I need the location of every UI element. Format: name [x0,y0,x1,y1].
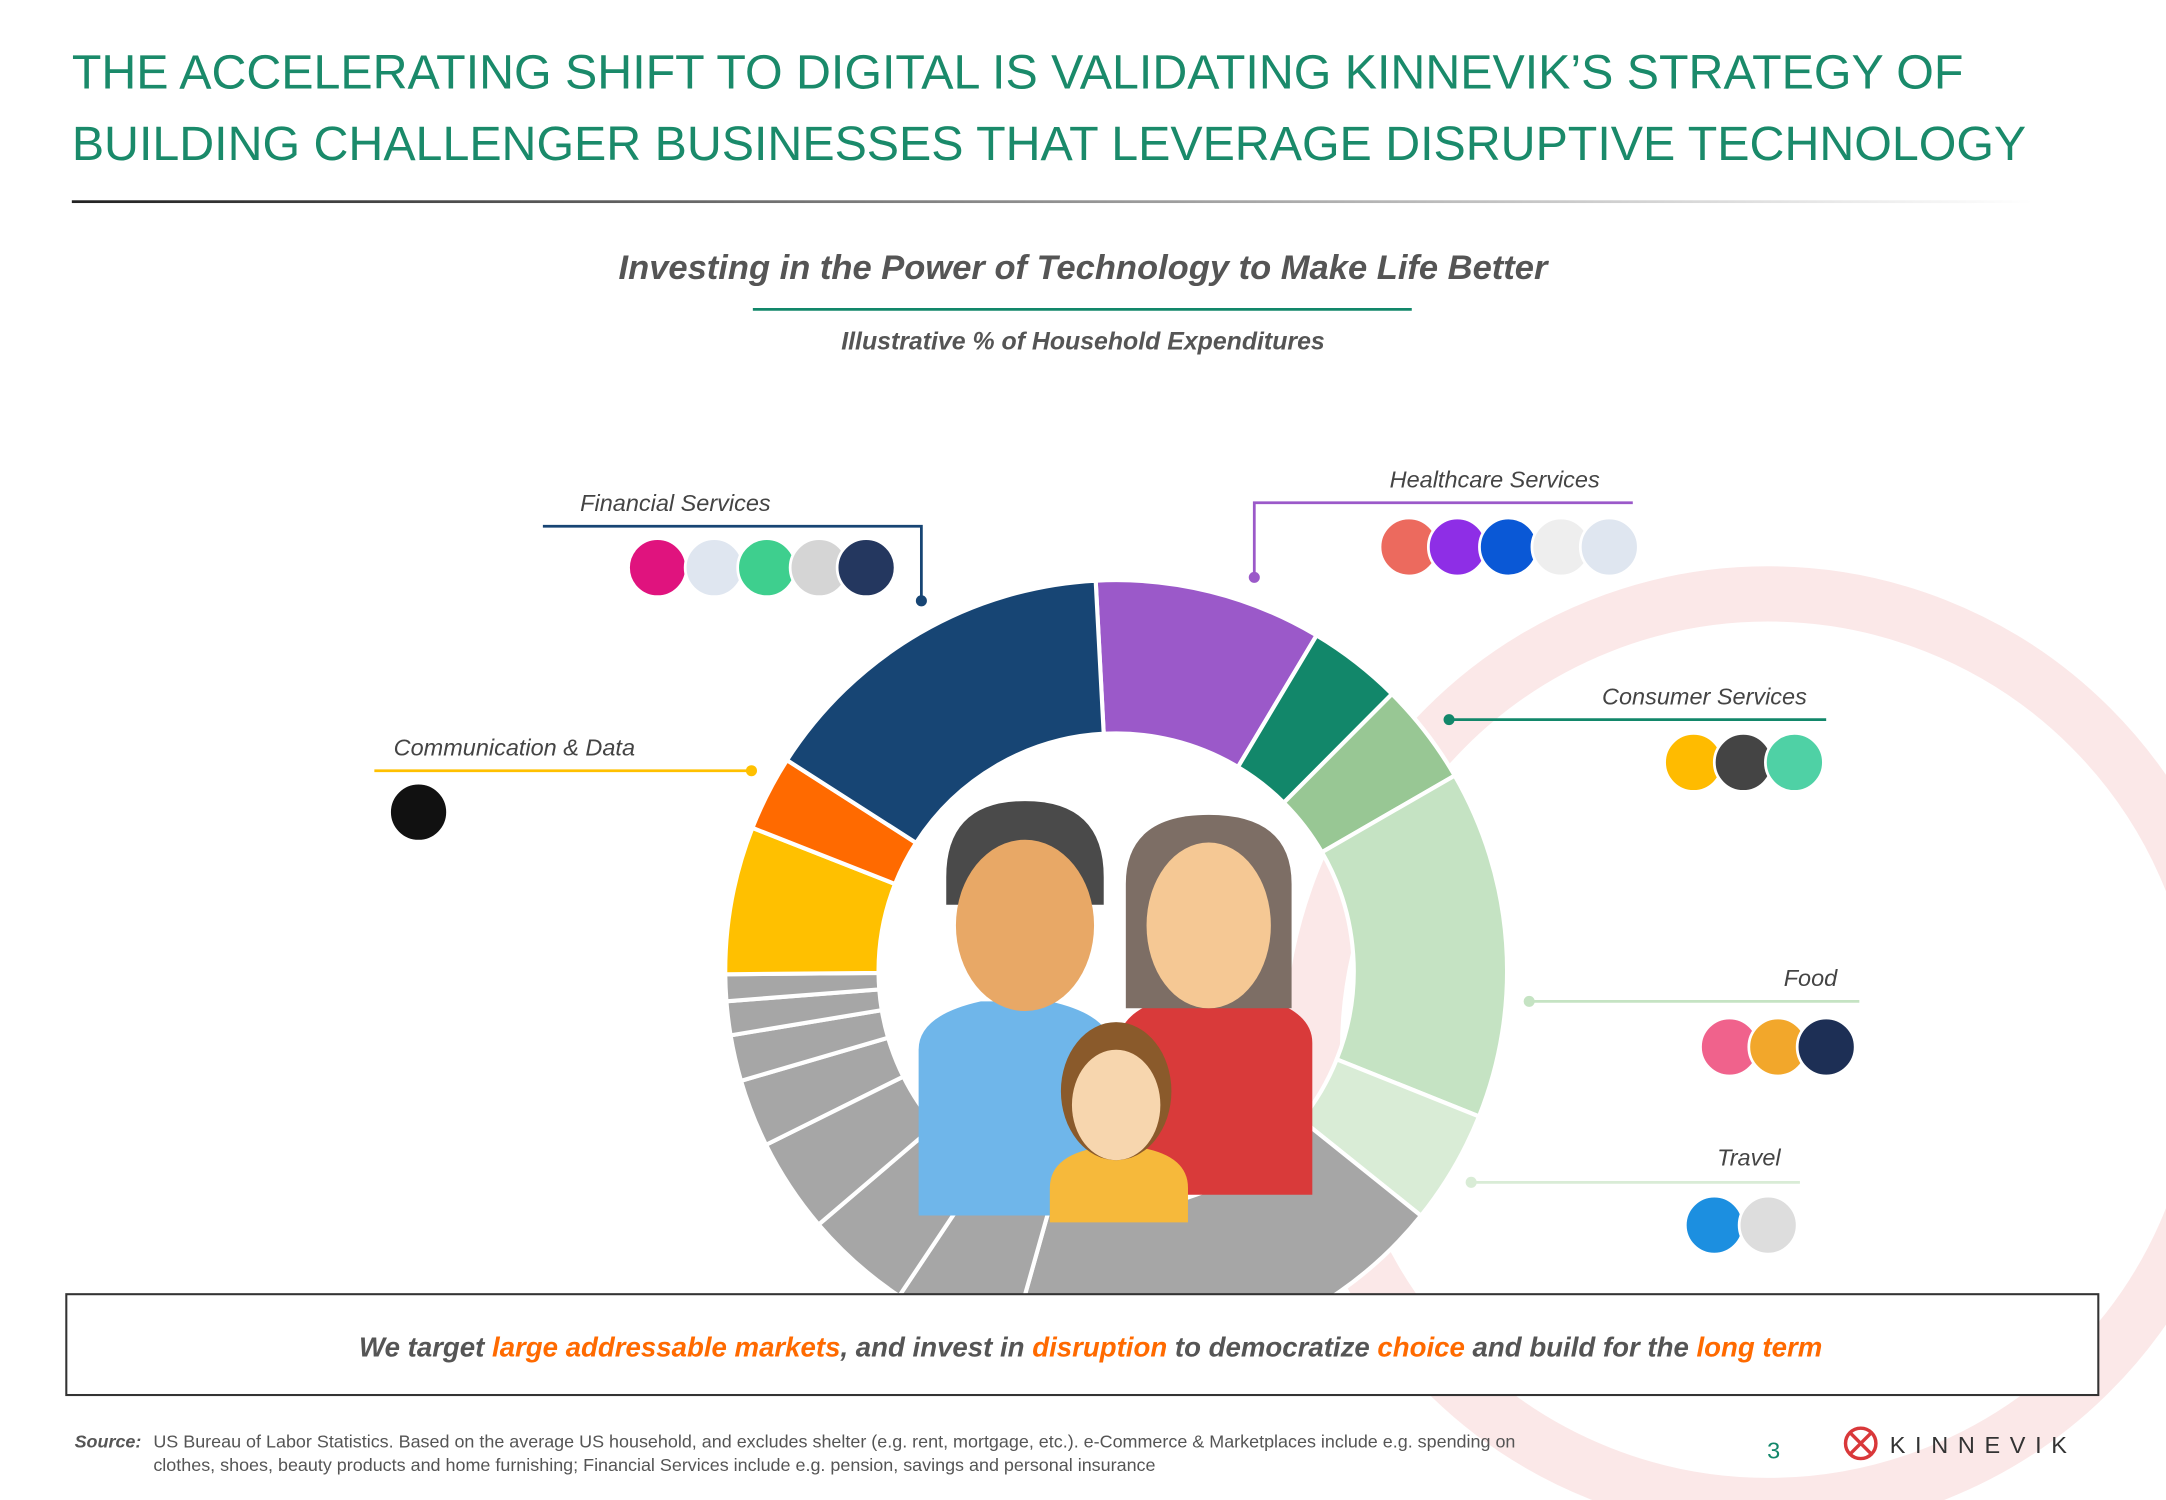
title-line: THE ACCELERATING SHIFT TO DIGITAL IS VAL… [72,45,1964,99]
callout-label: Financial Services [580,490,771,516]
company-logo [1578,516,1640,578]
company-logo [1712,732,1774,793]
company-logo [1478,516,1539,578]
company-logo [388,781,449,843]
donut-segment [1319,772,1510,1120]
company-logo [835,537,897,599]
statement-highlight: choice [1377,1331,1464,1362]
company-logo [627,537,688,599]
donut [723,578,1510,1364]
chart-title: Investing in the Power of Technology to … [619,249,1549,287]
callout-dot [745,765,757,777]
statement-part: We target [359,1331,492,1362]
callout-line [542,524,923,601]
statement-part: to democratize [1167,1331,1377,1362]
source-line: clothes, shoes, beauty products and home… [153,1455,1155,1475]
background-logo [1284,566,2166,1500]
page-number: 3 [1767,1438,1780,1464]
title-rule [71,200,2034,204]
statement: We target large addressable markets, and… [321,1331,1846,1362]
callout-dot [1523,995,1535,1007]
company-logo [1795,1016,1857,1078]
company-logo [1426,516,1488,578]
company-logo [736,537,798,599]
callouts: Healthcare Services Consumer Services Food… [374,467,1860,1256]
callout-label: Communication & Data [394,735,635,761]
company-logo [1737,1194,1799,1256]
company-logo [1683,1194,1745,1256]
callout-label: Healthcare Services [1390,467,1600,493]
source-line: US Bureau of Labor Statistics. Based on … [153,1432,1515,1452]
callout-label: Food [1784,965,1838,991]
callout-label: Travel [1717,1145,1781,1171]
callout-dot [1248,571,1260,583]
callout-dot [1443,714,1455,726]
brand-name: KINNEVIK [1890,1432,2077,1458]
statement-box [65,1293,2100,1397]
family-illustration [918,801,1313,1223]
callout-line [1252,501,1633,578]
source-label: Source: [75,1432,142,1452]
callout-label: Consumer Services [1602,683,1807,709]
chart-subtitle: Illustrative % of Household Expenditures [841,327,1324,355]
statement-part: , and invest in [839,1331,1032,1362]
donut-segment [784,578,1106,846]
brand-logo [1843,1426,1878,1461]
statement-highlight: long term [1696,1331,1822,1362]
statement-highlight: disruption [1032,1331,1167,1362]
company-logo [683,537,745,599]
callout-dot [1465,1176,1477,1188]
title-line: BUILDING CHALLENGER BUSINESSES THAT LEVE… [72,117,2026,171]
statement-part: and build for the [1465,1331,1697,1362]
statement-highlight: large addressable markets [492,1331,840,1362]
company-logo [1764,732,1825,793]
callout-dot [915,595,927,607]
